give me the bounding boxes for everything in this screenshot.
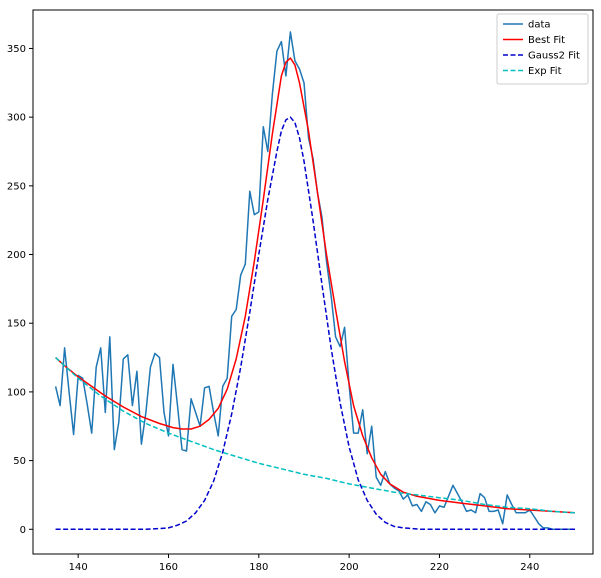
legend-entry: Exp Fit [528, 66, 562, 77]
chart-axes: 140 160 180 200 220 240 0 50 100 150 200 250 300 350 [7, 44, 539, 573]
y-tick-label: 150 [7, 319, 26, 330]
x-tick-label: 200 [340, 562, 359, 573]
series-line-best-fit [55, 57, 575, 514]
series-line-gauss2-fit [55, 116, 575, 531]
plot-frame [32, 9, 594, 555]
y-tick-label: 300 [7, 113, 26, 124]
chart-marks [54, 31, 575, 531]
legend-entry: data [528, 20, 551, 31]
legend-box [496, 13, 589, 85]
legend-entry: Best Fit [528, 35, 565, 46]
y-tick-label: 350 [7, 44, 26, 55]
y-tick-label: 200 [7, 250, 26, 261]
x-tick-label: 220 [430, 562, 449, 573]
x-tick-label: 240 [520, 562, 539, 573]
x-tick-label: 140 [69, 562, 88, 573]
legend: data Best Fit Gauss2 Fit Exp Fit [496, 13, 589, 85]
x-tick-label: 180 [249, 562, 268, 573]
x-tick-label: 160 [159, 562, 178, 573]
plot-area [33, 10, 593, 554]
y-tick-label: 0 [20, 525, 26, 536]
y-tick-label: 250 [7, 181, 26, 192]
legend-entry: Gauss2 Fit [528, 51, 580, 62]
series-line-exp-fit [55, 357, 575, 514]
y-tick-label: 100 [7, 387, 26, 398]
y-tick-label: 50 [13, 456, 26, 467]
